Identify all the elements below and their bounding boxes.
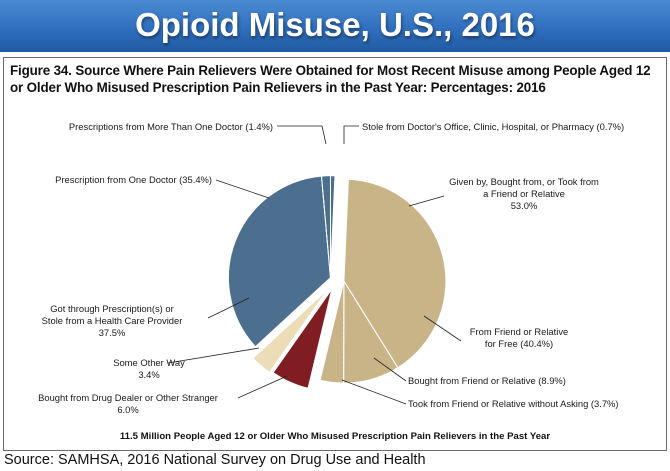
title-banner: Opioid Misuse, U.S., 2016	[0, 0, 670, 52]
leader-free	[423, 315, 462, 342]
leader-bought-friend	[373, 357, 407, 382]
banner-title: Opioid Misuse, U.S., 2016	[135, 6, 535, 43]
source-note: Source: SAMHSA, 2016 National Survey on …	[4, 452, 426, 468]
label-multi-doctor: Prescriptions from More Than One Doctor …	[68, 121, 273, 132]
label-friend-free: From Friend or Relative for Free (40.4%)	[469, 326, 569, 349]
leader-took-friend	[341, 379, 407, 405]
label-friend-group: Given by, Bought from, or Took from a Fr…	[449, 176, 599, 211]
label-dealer: Bought from Drug Dealer or Other Strange…	[38, 392, 218, 415]
slice-divider-8	[321, 176, 331, 278]
leader-friend-group	[408, 195, 445, 207]
pie-slice-7	[227, 175, 331, 348]
pie-slices	[227, 175, 447, 389]
figure-footnote: 11.5 Million People Aged 12 or Older Who…	[119, 431, 551, 442]
leader-rx-group	[207, 297, 250, 319]
figure-title: Figure 34. Source Where Pain Relievers W…	[10, 63, 651, 95]
leader-dealer	[237, 375, 288, 399]
label-other: Some Other Way 3.4%	[113, 357, 185, 380]
label-rx-group: Got through Prescription(s) or Stole fro…	[41, 303, 183, 338]
leader-other	[167, 347, 260, 364]
leader-one-doctor	[215, 179, 270, 199]
figure-panel: Figure 34. Source Where Pain Relievers W…	[3, 57, 667, 451]
leader-multi-doctor	[277, 125, 327, 145]
label-bought-friend: Bought from Friend or Relative (8.9%)	[408, 375, 566, 386]
pie-slice-4	[319, 280, 345, 384]
label-took-friend: Took from Friend or Relative without Ask…	[408, 398, 619, 409]
pie-slice-5	[272, 288, 333, 389]
leader-lines	[167, 125, 462, 405]
label-stole: Stole from Doctor's Office, Clinic, Hosp…	[362, 121, 625, 132]
leader-stole	[343, 125, 359, 144]
pie-slice-6	[252, 288, 329, 374]
pie-slice-2	[343, 178, 447, 369]
slice-divider-3	[343, 280, 399, 368]
pie-slice-1	[329, 175, 336, 278]
label-one-doctor: Prescription from One Doctor (35.4%)	[55, 174, 212, 185]
pie-chart	[167, 125, 462, 405]
